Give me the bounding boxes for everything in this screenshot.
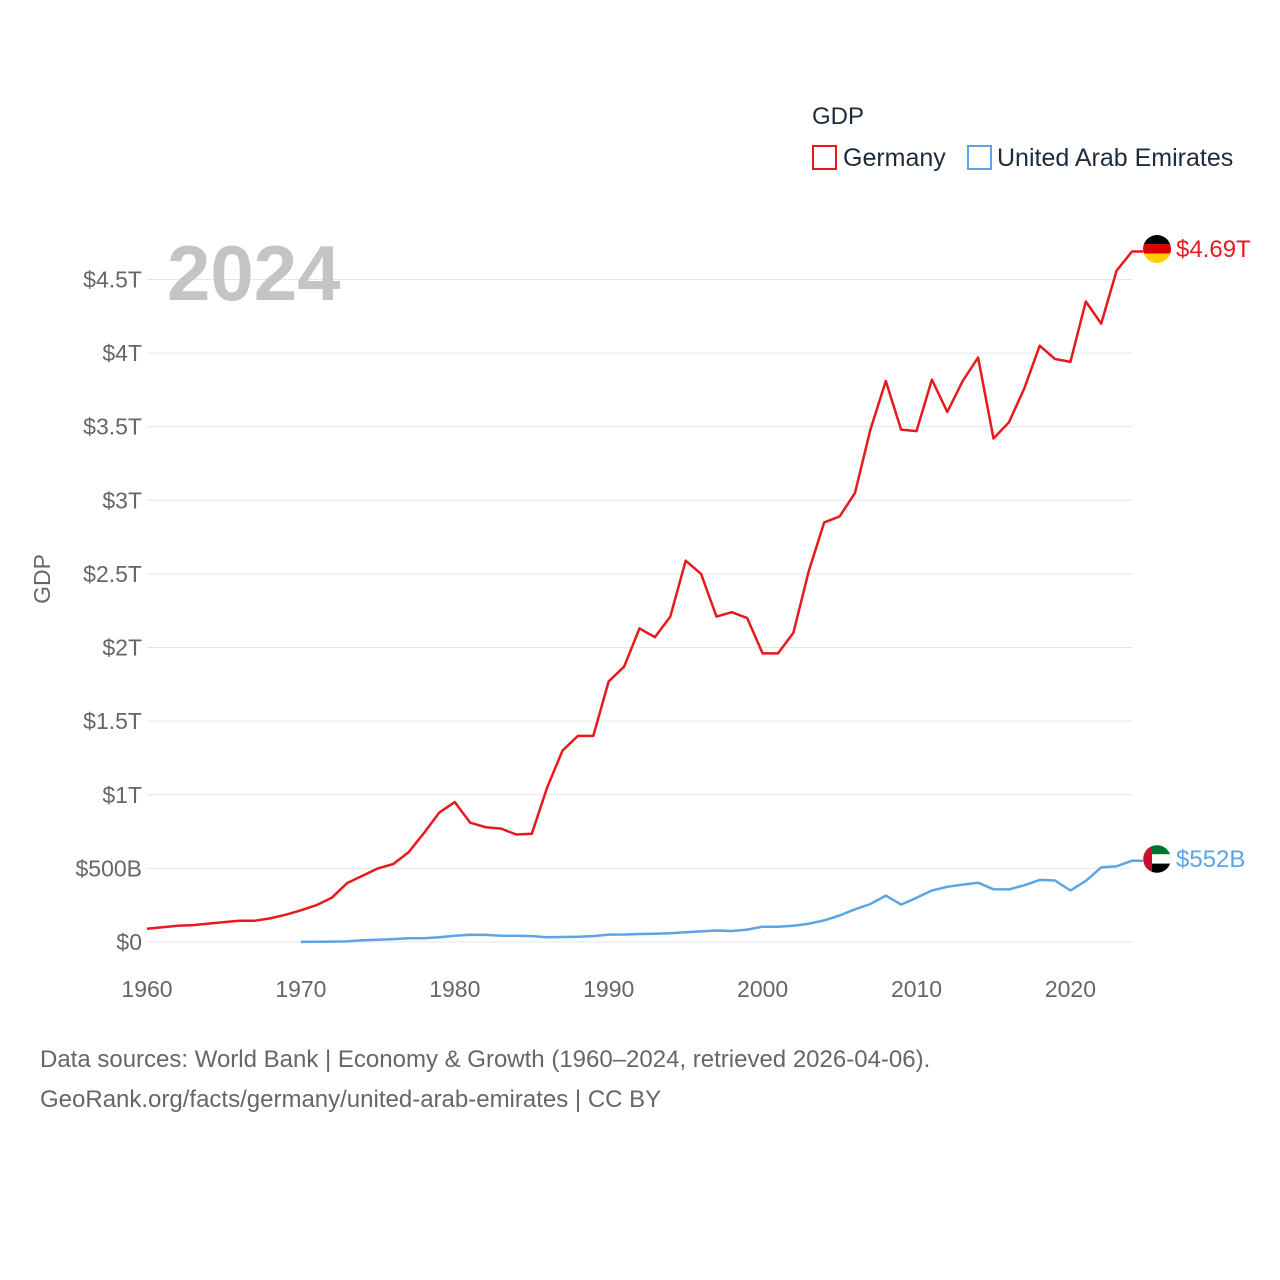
y-tick-label: $3.5T <box>83 414 142 440</box>
x-tick-label: 2020 <box>1045 976 1096 1002</box>
year-watermark: 2024 <box>167 229 341 317</box>
y-tick-label: $4.5T <box>83 266 142 292</box>
legend-swatch-uae <box>967 145 992 170</box>
germany-flag-icon <box>1143 235 1171 263</box>
y-tick-label: $4T <box>102 340 142 366</box>
y-tick-label: $3T <box>102 487 142 513</box>
y-tick-label: $0 <box>116 929 142 955</box>
uae-end-label: $552B <box>1176 846 1245 873</box>
legend-label-uae: United Arab Emirates <box>997 144 1233 172</box>
source-line-2[interactable]: GeoRank.org/facts/germany/united-arab-em… <box>40 1086 662 1113</box>
y-tick-label: $2T <box>102 635 142 661</box>
x-tick-label: 1970 <box>275 976 326 1002</box>
x-tick-label: 2000 <box>737 976 788 1002</box>
gdp-line-chart: $0$500B$1T$1.5T$2T$2.5T$3T$3.5T$4T$4.5T … <box>29 103 1251 1002</box>
legend-swatch-germany <box>812 145 837 170</box>
source-line-1: Data sources: World Bank | Economy & Gro… <box>40 1046 931 1073</box>
legend-item-germany[interactable]: Germany <box>812 144 946 172</box>
y-axis-ticks: $0 $500B $1T $1.5T $2T $2.5T $3T $3.5T $4T $4.5T <box>75 266 142 955</box>
uae-flag-icon <box>1143 845 1171 873</box>
y-axis-label: GDP <box>29 554 55 604</box>
legend-title: GDP <box>812 103 864 130</box>
x-tick-label: 1960 <box>121 976 172 1002</box>
series-lines <box>146 250 1143 944</box>
y-tick-label: $1T <box>102 782 142 808</box>
germany-end-label: $4.69T <box>1176 236 1251 263</box>
x-tick-label: 1980 <box>429 976 480 1002</box>
legend-item-uae[interactable]: United Arab Emirates <box>967 144 1233 172</box>
germany-gdp-line[interactable] <box>146 250 1143 930</box>
gridlines <box>147 278 1132 943</box>
uae-gdp-line[interactable] <box>300 859 1143 944</box>
legend-label-germany: Germany <box>843 144 946 172</box>
x-axis-ticks: 1960 1970 1980 1990 2000 2010 2020 <box>121 976 1096 1002</box>
y-tick-label: $500B <box>75 855 142 881</box>
source-footer: Data sources: World Bank | Economy & Gro… <box>40 1040 1240 1120</box>
y-tick-label: $1.5T <box>83 708 142 734</box>
legend[interactable]: GDP Germany United Arab Emirates <box>812 103 1233 172</box>
x-tick-label: 2010 <box>891 976 942 1002</box>
y-tick-label: $2.5T <box>83 561 142 587</box>
x-tick-label: 1990 <box>583 976 634 1002</box>
uae-flag-border <box>1142 844 1172 874</box>
